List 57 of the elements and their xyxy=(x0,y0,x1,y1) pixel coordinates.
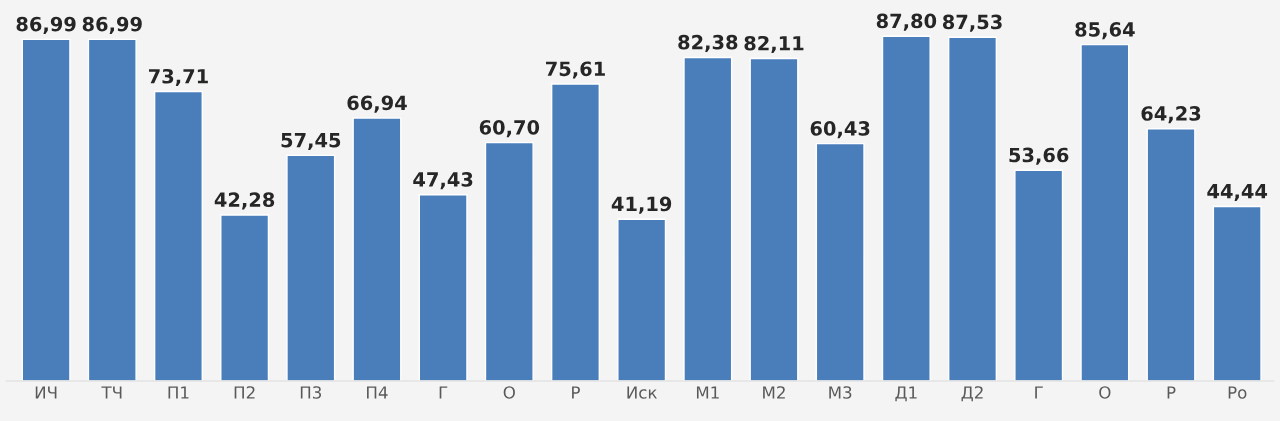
x-tick-label: Ро xyxy=(1228,386,1247,399)
x-tick-label: П1 xyxy=(168,386,189,399)
x-tick-label: О xyxy=(503,386,515,399)
data-label: 57,45 xyxy=(281,132,341,150)
x-tick-label: П4 xyxy=(367,386,388,399)
bar xyxy=(1212,205,1262,381)
data-label: 60,70 xyxy=(479,119,540,138)
data-label: 86,99 xyxy=(16,16,76,34)
bar xyxy=(550,83,600,381)
x-tick-label: ТЧ xyxy=(101,386,122,399)
x-tick-label: Р xyxy=(1167,386,1176,399)
x-tick-label: П2 xyxy=(234,386,255,399)
data-label: 53,66 xyxy=(1009,147,1069,165)
x-tick-label: П3 xyxy=(300,386,322,399)
x-tick-label: М3 xyxy=(829,386,852,399)
data-label: 42,28 xyxy=(214,192,275,210)
bar xyxy=(484,141,534,381)
data-label: 87,80 xyxy=(876,13,937,31)
bar xyxy=(418,194,468,381)
x-tick-label: Г xyxy=(1035,386,1043,399)
data-label: 82,38 xyxy=(678,34,738,53)
x-tick-label: Р xyxy=(572,386,580,399)
bar xyxy=(1080,43,1130,381)
bar xyxy=(87,38,137,381)
bar xyxy=(881,35,931,381)
bar xyxy=(153,90,203,381)
x-tick-label: О xyxy=(1099,386,1111,399)
bar xyxy=(286,154,336,381)
bar xyxy=(815,142,865,381)
data-label: 60,43 xyxy=(810,121,870,139)
bar xyxy=(683,56,733,381)
bar xyxy=(617,218,667,381)
bar xyxy=(947,36,998,381)
x-tick-label: М1 xyxy=(696,386,719,399)
data-label: 41,19 xyxy=(611,196,672,214)
data-label: 47,43 xyxy=(413,172,473,190)
data-label: 86,99 xyxy=(82,16,142,34)
x-tick-label: ИЧ xyxy=(35,386,57,399)
data-label: 44,44 xyxy=(1207,184,1268,202)
data-label: 85,64 xyxy=(1075,22,1135,40)
bar xyxy=(1014,169,1064,381)
x-tick-label: Д2 xyxy=(961,386,983,402)
x-tick-label: Г xyxy=(439,386,448,399)
bar xyxy=(21,38,71,381)
bar xyxy=(749,57,799,381)
data-label: 64,23 xyxy=(1141,106,1201,124)
data-label: 87,53 xyxy=(942,14,1002,32)
bar xyxy=(352,117,402,381)
data-label: 75,61 xyxy=(546,61,605,79)
data-label: 82,11 xyxy=(744,35,804,54)
x-tick-label: Д1 xyxy=(895,386,917,402)
bar xyxy=(1146,128,1196,381)
bar xyxy=(220,214,270,381)
data-label: 66,94 xyxy=(347,95,407,113)
x-tick-label: М2 xyxy=(763,386,785,399)
x-tick-label: Иск xyxy=(627,386,657,399)
data-label: 73,71 xyxy=(149,68,208,87)
